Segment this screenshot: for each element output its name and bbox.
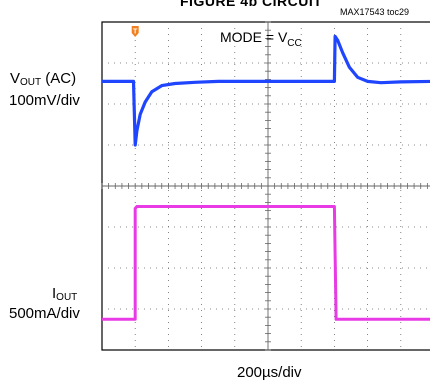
trace-channel1 (102, 34, 430, 147)
trace-channel2 (102, 205, 430, 321)
page-title: FIGURE 4b CIRCUIT (180, 0, 323, 9)
channel1-scale: 100mV/div (9, 92, 80, 109)
channel1-label: VOUT (AC) (10, 69, 76, 88)
mode-annotation-text: MODE = V (220, 29, 288, 45)
channel1-suffix: (AC) (41, 70, 77, 87)
channel2-label: IOUT (52, 285, 78, 303)
grid (101, 21, 430, 351)
time-scale-label: 200µs/div (237, 364, 302, 381)
channel2-subscript: OUT (56, 292, 78, 303)
channel1-subscript: OUT (20, 77, 42, 88)
mode-annotation-subscript: CC (287, 38, 301, 49)
channel1-name: V (10, 70, 21, 87)
figure-id: MAX17543 toc29 (340, 7, 410, 17)
markers: T (131, 26, 139, 37)
channel2-scale: 500mA/div (9, 305, 80, 322)
traces (102, 34, 430, 321)
channel2-name: I (52, 285, 57, 302)
trigger-marker-label: T (133, 29, 138, 36)
trigger-marker-icon (131, 26, 139, 37)
mode-annotation: MODE = VCC (220, 29, 302, 49)
